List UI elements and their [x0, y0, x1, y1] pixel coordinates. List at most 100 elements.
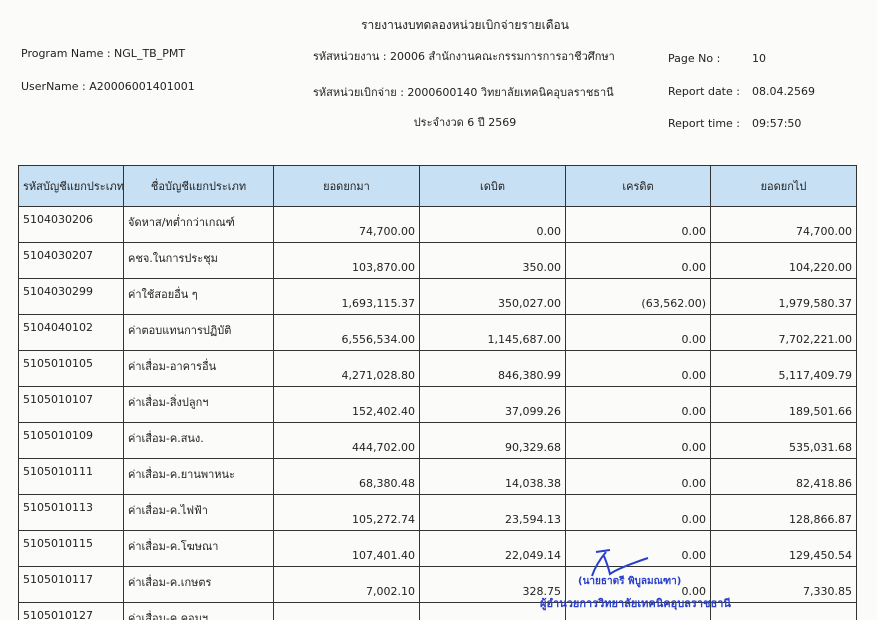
- brought-forward-cell: 152,402.40: [273, 386, 420, 423]
- brought-forward-cell: 107,401.40: [273, 530, 420, 567]
- table-row: 5104040102 ค่าตอบแทนการปฏิบัติ 6,556,534.0…: [18, 314, 857, 351]
- debit-cell: 1,145,687.00: [419, 314, 566, 351]
- account-code-cell: 5104030299: [18, 278, 124, 315]
- carried-forward-cell: 74,700.00: [710, 206, 857, 243]
- signatory-name: (นายธาตรี พิบูลมณฑา): [578, 576, 682, 587]
- carried-forward-cell: 128,866.87: [710, 494, 857, 531]
- table-row: 5105010113 ค่าเสื่อม-ค.ไฟฟ้า 105,272.74 23,…: [18, 494, 857, 531]
- account-code-cell: 5105010127: [18, 602, 124, 620]
- column-header: เดบิต: [419, 165, 566, 207]
- credit-cell: 0.00: [565, 314, 711, 351]
- account-code-cell: 5105010117: [18, 566, 124, 603]
- credit-cell: 0.00: [565, 458, 711, 495]
- account-code-cell: 5104030207: [18, 242, 124, 279]
- debit-cell: 846,380.99: [419, 350, 566, 387]
- table-row: 5105010127ค่าเสื่อม-ค.คอมฯ467,676.7090,0…: [18, 602, 857, 620]
- account-name-cell: คชจ.ในการประชุม: [123, 242, 274, 279]
- debit-cell: 23,594.13: [419, 494, 566, 531]
- account-code-cell: 5105010109: [18, 422, 124, 459]
- table-row: 5105010107 ค่าเสื่อม-สิ่งปลูกฯ 152,402.40 3…: [18, 386, 857, 423]
- credit-cell: 0.00: [565, 494, 711, 531]
- brought-forward-cell: 6,556,534.00: [273, 314, 420, 351]
- debit-cell: 37,099.26: [419, 386, 566, 423]
- account-code-cell: 5105010113: [18, 494, 124, 531]
- account-name-cell: ค่าเสื่อม-สิ่งปลูกฯ: [123, 386, 274, 423]
- brought-forward-cell: 7,002.10: [273, 566, 420, 603]
- carried-forward-cell: 5,117,409.79: [710, 350, 857, 387]
- debit-cell: 90,329.68: [419, 422, 566, 459]
- debit-cell: 14,038.38: [419, 458, 566, 495]
- carried-forward-cell: 1,979,580.37: [710, 278, 857, 315]
- credit-cell: 0.00: [565, 422, 711, 459]
- username: UserName : A20006001401001: [21, 80, 195, 93]
- table-row: 5105010111 ค่าเสื่อม-ค.ยานพาหนะ 68,380.48 1…: [18, 458, 857, 495]
- credit-cell: 0.00: [565, 242, 711, 279]
- account-code-cell: 5104040102: [18, 314, 124, 351]
- period: ประจำงวด 6 ปี 2569: [413, 116, 517, 129]
- disbursing-unit: รหัสหน่วยเบิกจ่าย : 2000600140 วิทยาลัยเ…: [313, 86, 614, 99]
- carried-forward-cell: 189,501.66: [710, 386, 857, 423]
- carried-forward-cell: 535,031.68: [710, 422, 857, 459]
- account-code-cell: 5105010105: [18, 350, 124, 387]
- table-row: 5104030207 คชจ.ในการประชุม 103,870.00 350.0…: [18, 242, 857, 279]
- debit-cell: 22,049.14: [419, 530, 566, 567]
- carried-forward-cell: 557,712.14: [710, 602, 857, 620]
- carried-forward-cell: 7,702,221.00: [710, 314, 857, 351]
- account-name-cell: ค่าเสื่อม-ค.โฆษณา: [123, 530, 274, 567]
- column-header: เครดิต: [565, 165, 711, 207]
- column-header: ยอดยกไป: [710, 165, 857, 207]
- account-name-cell: ค่าตอบแทนการปฏิบัติ: [123, 314, 274, 351]
- brought-forward-cell: 105,272.74: [273, 494, 420, 531]
- account-name-cell: ค่าเสื่อม-อาคารอื่น: [123, 350, 274, 387]
- table-header-row: รหัสบัญชีแยกประเภท ชื่อบัญชีแยกประเภท ยอดย…: [18, 165, 857, 207]
- account-name-cell: ค่าเสื่อม-ค.ยานพาหนะ: [123, 458, 274, 495]
- column-header: รหัสบัญชีแยกประเภท: [18, 165, 124, 207]
- page-label: Page No :: [668, 52, 721, 65]
- carried-forward-cell: 129,450.54: [710, 530, 857, 567]
- signatory-position: ผู้อำนวยการวิทยาลัยเทคนิคอุบลราชธานี: [540, 597, 731, 610]
- account-name-cell: ค่าเสื่อม-ค.สนง.: [123, 422, 274, 459]
- column-header: ยอดยกมา: [273, 165, 420, 207]
- account-name-cell: ค่าเสื่อม-ค.ไฟฟ้า: [123, 494, 274, 531]
- table-row: 5105010109 ค่าเสื่อม-ค.สนง. 444,702.00 90,3…: [18, 422, 857, 459]
- account-code-cell: 5105010107: [18, 386, 124, 423]
- column-header: ชื่อบัญชีแยกประเภท: [123, 165, 274, 207]
- date-label: Report date :: [668, 85, 740, 98]
- trial-balance-table: รหัสบัญชีแยกประเภท ชื่อบัญชีแยกประเภท ยอดย…: [18, 165, 857, 620]
- report-title: รายงานงบทดลองหน่วยเบิกจ่ายรายเดือน: [361, 18, 569, 32]
- brought-forward-cell: 68,380.48: [273, 458, 420, 495]
- account-name-cell: จัดหาส/ทต่ำกว่าเกณฑ์: [123, 206, 274, 243]
- credit-cell: (63,562.00): [565, 278, 711, 315]
- debit-cell: 350.00: [419, 242, 566, 279]
- table-row: 5105010115 ค่าเสื่อม-ค.โฆษณา 107,401.40 22,…: [18, 530, 857, 567]
- account-name-cell: ค่าใช้สอยอื่น ๆ: [123, 278, 274, 315]
- account-code-cell: 5105010115: [18, 530, 124, 567]
- account-name-cell: ค่าเสื่อม-ค.คอมฯ: [123, 602, 274, 620]
- brought-forward-cell: 4,271,028.80: [273, 350, 420, 387]
- table-row: 5104030299 ค่าใช้สอยอื่น ๆ 1,693,115.37 350…: [18, 278, 857, 315]
- carried-forward-cell: 7,330.85: [710, 566, 857, 603]
- page-value: 10: [752, 52, 766, 65]
- time-label: Report time :: [668, 117, 741, 130]
- debit-cell: 0.00: [419, 206, 566, 243]
- signature-scribble: [591, 549, 649, 577]
- brought-forward-cell: 467,676.70: [273, 602, 420, 620]
- date-value: 08.04.2569: [752, 85, 815, 98]
- account-code-cell: 5104030206: [18, 206, 124, 243]
- debit-cell: 350,027.00: [419, 278, 566, 315]
- agency: รหัสหน่วยงาน : 20006 สำนักงานคณะกรรมการก…: [313, 50, 615, 63]
- table-row: 5105010105 ค่าเสื่อม-อาคารอื่น 4,271,028.8…: [18, 350, 857, 387]
- time-value: 09:57:50: [752, 117, 802, 130]
- carried-forward-cell: 82,418.86: [710, 458, 857, 495]
- credit-cell: 0.00: [565, 386, 711, 423]
- brought-forward-cell: 103,870.00: [273, 242, 420, 279]
- credit-cell: 0.00: [565, 206, 711, 243]
- table-row: 5104030206 จัดหาส/ทต่ำกว่าเกณฑ์ 74,700.00 0…: [18, 206, 857, 243]
- carried-forward-cell: 104,220.00: [710, 242, 857, 279]
- table-row: 5105010117 ค่าเสื่อม-ค.เกษตร 7,002.10 328.7…: [18, 566, 857, 603]
- account-name-cell: ค่าเสื่อม-ค.เกษตร: [123, 566, 274, 603]
- brought-forward-cell: 74,700.00: [273, 206, 420, 243]
- brought-forward-cell: 444,702.00: [273, 422, 420, 459]
- account-code-cell: 5105010111: [18, 458, 124, 495]
